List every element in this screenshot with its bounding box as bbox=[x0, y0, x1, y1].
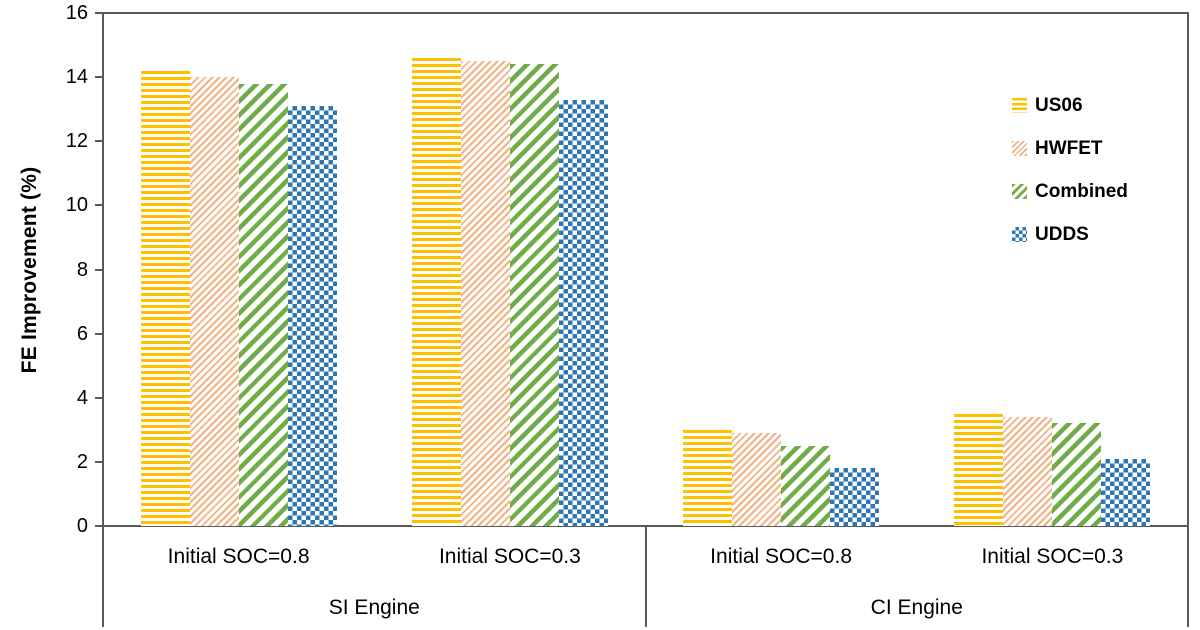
bar-hwfet-group-0 bbox=[189, 77, 239, 526]
x-axis-line bbox=[102, 525, 1189, 527]
y-tick-label-8: 8 bbox=[76, 258, 88, 281]
legend-swatch-hwfet bbox=[1012, 141, 1027, 156]
y-tick-label-10: 10 bbox=[65, 194, 88, 217]
bar-us06-group-0 bbox=[140, 70, 190, 526]
y-tick-mark-12 bbox=[95, 140, 103, 143]
bar-combined-group-3 bbox=[1052, 423, 1102, 526]
x-label-si-engine: SI Engine bbox=[328, 596, 420, 619]
y-tick-mark-14 bbox=[95, 76, 103, 79]
y-tick-mark-2 bbox=[95, 460, 103, 463]
y-tick-label-0: 0 bbox=[76, 515, 88, 537]
bar-udds-group-1 bbox=[558, 99, 608, 526]
plot-border-right bbox=[1187, 12, 1189, 527]
bar-hwfet-group-2 bbox=[732, 433, 782, 526]
bar-hwfet-group-3 bbox=[1003, 417, 1053, 526]
category-divider-1 bbox=[644, 527, 647, 627]
y-tick-label-16: 16 bbox=[65, 2, 88, 24]
bar-hwfet-group-1 bbox=[460, 61, 510, 526]
legend-item-udds: UDDS bbox=[1012, 213, 1128, 256]
legend-item-combined: Combined bbox=[1012, 170, 1128, 213]
legend-item-us06: US06 bbox=[1012, 84, 1128, 127]
y-tick-mark-8 bbox=[95, 268, 103, 271]
bar-us06-group-3 bbox=[954, 413, 1004, 526]
x-label-group-2: Initial SOC=0.8 bbox=[710, 545, 853, 568]
y-axis-line bbox=[102, 12, 104, 527]
legend-label-udds: UDDS bbox=[1035, 223, 1089, 245]
x-label-group-3: Initial SOC=0.3 bbox=[981, 545, 1124, 568]
plot-border-top bbox=[102, 12, 1189, 14]
bar-combined-group-0 bbox=[238, 83, 288, 526]
legend-swatch-us06 bbox=[1012, 98, 1027, 113]
y-tick-mark-6 bbox=[95, 332, 103, 335]
bar-udds-group-2 bbox=[830, 468, 880, 526]
bar-us06-group-2 bbox=[683, 429, 733, 526]
x-label-group-0: Initial SOC=0.8 bbox=[167, 545, 310, 568]
y-tick-mark-4 bbox=[95, 396, 103, 399]
bar-us06-group-1 bbox=[411, 57, 461, 526]
bar-combined-group-1 bbox=[509, 64, 559, 526]
legend-label-hwfet: HWFET bbox=[1035, 137, 1103, 159]
bar-udds-group-3 bbox=[1101, 458, 1151, 526]
legend-swatch-combined bbox=[1012, 184, 1027, 199]
category-divider-0 bbox=[102, 527, 104, 627]
legend: US06 HWFET Combined UDDS bbox=[1012, 84, 1128, 256]
category-divider-2 bbox=[1187, 527, 1189, 627]
y-tick-label-2: 2 bbox=[76, 450, 88, 473]
bar-udds-group-0 bbox=[287, 106, 337, 526]
legend-item-hwfet: HWFET bbox=[1012, 127, 1128, 170]
y-tick-label-12: 12 bbox=[65, 130, 88, 153]
plot-area bbox=[103, 13, 1188, 526]
bar-combined-group-2 bbox=[781, 445, 831, 526]
y-tick-label-4: 4 bbox=[76, 386, 88, 409]
y-tick-label-6: 6 bbox=[76, 322, 88, 345]
y-tick-mark-10 bbox=[95, 204, 103, 207]
legend-label-us06: US06 bbox=[1035, 94, 1083, 116]
y-tick-label-14: 14 bbox=[65, 66, 88, 89]
legend-swatch-udds bbox=[1012, 227, 1027, 242]
legend-label-combined: Combined bbox=[1035, 180, 1128, 202]
x-label-ci-engine: CI Engine bbox=[870, 596, 963, 619]
y-tick-mark-16 bbox=[95, 12, 103, 14]
y-tick-mark-0 bbox=[95, 525, 103, 527]
x-label-group-1: Initial SOC=0.3 bbox=[438, 545, 581, 568]
